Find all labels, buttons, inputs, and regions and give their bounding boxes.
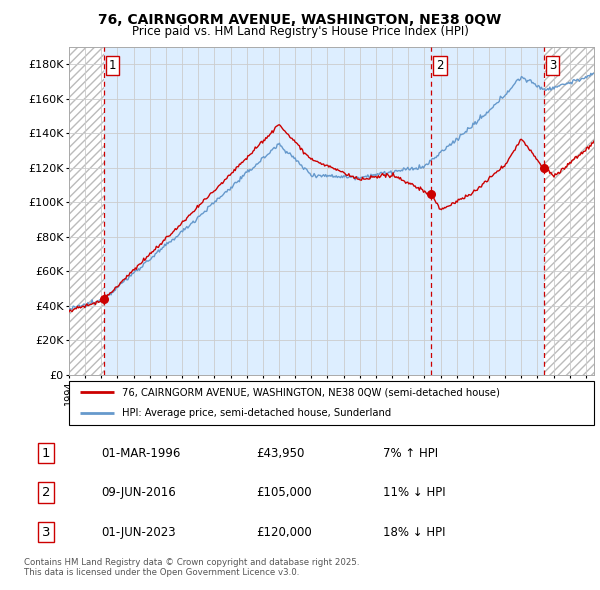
Bar bbox=[544, 47, 594, 375]
Text: This data is licensed under the Open Government Licence v3.0.: This data is licensed under the Open Gov… bbox=[24, 568, 299, 577]
Text: 1: 1 bbox=[109, 58, 116, 71]
Text: 76, CAIRNGORM AVENUE, WASHINGTON, NE38 0QW (semi-detached house): 76, CAIRNGORM AVENUE, WASHINGTON, NE38 0… bbox=[121, 388, 499, 398]
Text: 11% ↓ HPI: 11% ↓ HPI bbox=[383, 486, 445, 499]
Text: £43,950: £43,950 bbox=[256, 447, 304, 460]
Text: 09-JUN-2016: 09-JUN-2016 bbox=[101, 486, 176, 499]
Text: £120,000: £120,000 bbox=[256, 526, 311, 539]
Text: 7% ↑ HPI: 7% ↑ HPI bbox=[383, 447, 438, 460]
Text: 2: 2 bbox=[436, 58, 444, 71]
Text: Contains HM Land Registry data © Crown copyright and database right 2025.: Contains HM Land Registry data © Crown c… bbox=[24, 558, 359, 566]
Bar bbox=[69, 47, 104, 375]
Text: 3: 3 bbox=[549, 58, 556, 71]
Text: 3: 3 bbox=[42, 526, 50, 539]
Text: Price paid vs. HM Land Registry's House Price Index (HPI): Price paid vs. HM Land Registry's House … bbox=[131, 25, 469, 38]
Text: £105,000: £105,000 bbox=[256, 486, 311, 499]
Text: 1: 1 bbox=[42, 447, 50, 460]
Text: 18% ↓ HPI: 18% ↓ HPI bbox=[383, 526, 445, 539]
Text: 01-JUN-2023: 01-JUN-2023 bbox=[101, 526, 176, 539]
Text: 01-MAR-1996: 01-MAR-1996 bbox=[101, 447, 181, 460]
Text: 76, CAIRNGORM AVENUE, WASHINGTON, NE38 0QW: 76, CAIRNGORM AVENUE, WASHINGTON, NE38 0… bbox=[98, 13, 502, 27]
Text: 2: 2 bbox=[42, 486, 50, 499]
Text: HPI: Average price, semi-detached house, Sunderland: HPI: Average price, semi-detached house,… bbox=[121, 408, 391, 418]
